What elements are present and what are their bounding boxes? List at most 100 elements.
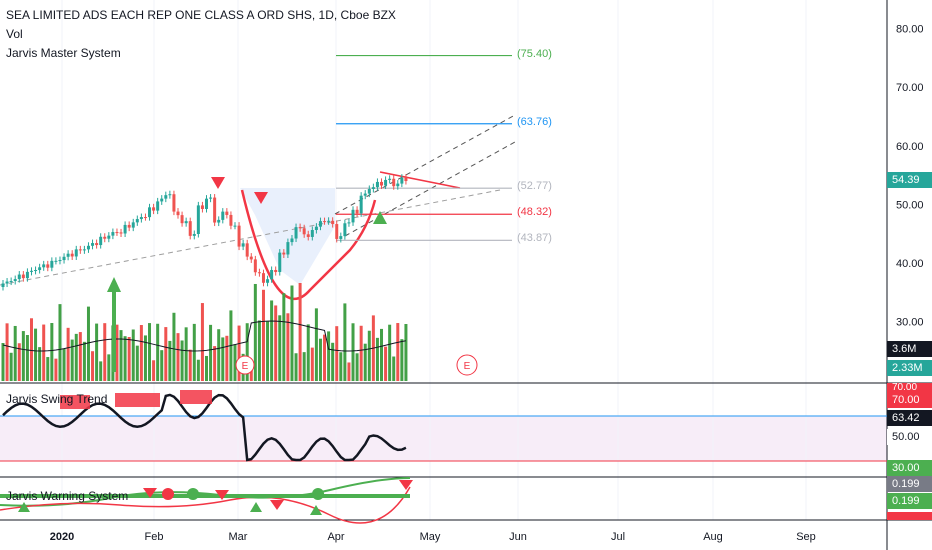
- price-tick-label: 50.00: [896, 199, 924, 211]
- candle-body: [294, 227, 298, 239]
- volume-bar: [123, 336, 127, 381]
- swing-trend-title[interactable]: Jarvis Swing Trend: [6, 392, 108, 406]
- candle-body: [123, 224, 127, 234]
- volume-bar: [107, 354, 111, 381]
- price-tick-label: 80.00: [896, 24, 924, 36]
- price-axis[interactable]: 80.00 70.00 60.00 50.00 40.00 30.00: [896, 24, 924, 329]
- candles: [1, 174, 408, 291]
- volume-bar: [200, 303, 204, 381]
- candle-body: [176, 211, 180, 216]
- candle-body: [54, 260, 58, 262]
- volume-bar: [327, 331, 331, 381]
- channel-upper: [334, 114, 516, 215]
- time-tick-label: Aug: [703, 531, 723, 543]
- time-tick-label: Feb: [145, 531, 164, 543]
- volume-bar: [213, 346, 217, 381]
- volume-bar: [160, 350, 164, 381]
- volume-bar: [217, 329, 221, 381]
- candle-body: [298, 227, 302, 229]
- volume-bar: [131, 329, 135, 381]
- volume-bar: [294, 353, 298, 381]
- candle-body: [58, 260, 62, 262]
- volume-bar: [95, 323, 99, 381]
- volume-bar: [50, 323, 54, 381]
- candle-body: [217, 219, 221, 223]
- candle-body: [131, 222, 135, 228]
- candle-body: [143, 217, 147, 219]
- volume-bar: [196, 359, 200, 381]
- volume-bar: [168, 340, 172, 381]
- volume-bar: [74, 333, 78, 381]
- candle-body: [400, 177, 404, 184]
- earnings-icon-2[interactable]: E: [456, 354, 478, 376]
- volume-bar: [172, 312, 176, 381]
- price-level-label: (75.40): [517, 47, 552, 60]
- candle-body: [306, 234, 310, 237]
- candle-body: [103, 236, 107, 239]
- volume-bar: [380, 328, 384, 381]
- candle-body: [237, 225, 241, 247]
- volume-bar: [78, 332, 82, 381]
- volume-bar: [245, 323, 249, 381]
- candle-body: [323, 221, 327, 223]
- volume-bar: [257, 320, 261, 381]
- candle-body: [274, 269, 278, 273]
- candle-body: [46, 264, 50, 268]
- volume-bar: [396, 323, 400, 381]
- price-level-label: (52.77): [517, 180, 552, 193]
- svg-text:E: E: [464, 361, 471, 372]
- volume-bar: [152, 360, 156, 381]
- candle-body: [221, 211, 225, 220]
- candle-body: [180, 215, 184, 224]
- candle-body: [196, 205, 200, 234]
- candle-body: [266, 279, 270, 283]
- volume-bar: [58, 304, 62, 381]
- volume-bar: [156, 323, 160, 381]
- candle-body: [99, 236, 103, 246]
- candle-body: [1, 283, 5, 288]
- candle-body: [188, 221, 192, 236]
- price-level-label: (48.32): [517, 206, 552, 219]
- volume-bar: [266, 321, 270, 381]
- jarvis-master-label[interactable]: Jarvis Master System: [6, 46, 121, 60]
- warning-tag-3: [887, 512, 932, 520]
- resistance-line: [379, 171, 461, 189]
- volume-bar: [139, 325, 143, 381]
- candle-body: [392, 178, 396, 187]
- volume-bar: [388, 324, 392, 381]
- time-axis[interactable]: 2020 Feb Mar Apr May Jun Jul Aug Sep: [50, 531, 816, 543]
- volume-bar: [143, 335, 147, 381]
- candle-body: [42, 264, 46, 268]
- candle-body: [17, 274, 21, 280]
- candle-body: [38, 267, 42, 271]
- volume-bar: [1, 343, 5, 381]
- volume-bar: [384, 346, 388, 381]
- volume-bar: [351, 323, 355, 381]
- candle-body: [160, 198, 164, 202]
- candle-body: [70, 253, 74, 257]
- volume-bar: [38, 347, 42, 381]
- time-tick-label: May: [420, 531, 441, 543]
- candle-body: [347, 222, 351, 224]
- volume-bar: [225, 335, 229, 381]
- warning-tag-1: 0.199: [887, 476, 932, 492]
- candle-body: [318, 221, 322, 227]
- volume-bar: [82, 341, 86, 381]
- volume-bar: [25, 335, 29, 381]
- volume-bar: [5, 323, 9, 381]
- candle-body: [371, 187, 375, 189]
- volume-bar: [99, 361, 103, 381]
- warning-system-title[interactable]: Jarvis Warning System: [6, 489, 129, 503]
- volume-study-label[interactable]: Vol: [6, 27, 23, 41]
- volume-bar: [233, 344, 237, 381]
- candle-body: [25, 271, 29, 279]
- earnings-icon[interactable]: E: [235, 355, 255, 375]
- symbol-title[interactable]: SEA LIMITED ADS EACH REP ONE CLASS A ORD…: [6, 8, 396, 22]
- candle-body: [261, 273, 265, 283]
- volume-bar: [209, 324, 213, 381]
- volume-bar: [148, 323, 152, 381]
- candle-body: [29, 270, 33, 272]
- volume-bar: [91, 351, 95, 381]
- candle-body: [335, 224, 339, 239]
